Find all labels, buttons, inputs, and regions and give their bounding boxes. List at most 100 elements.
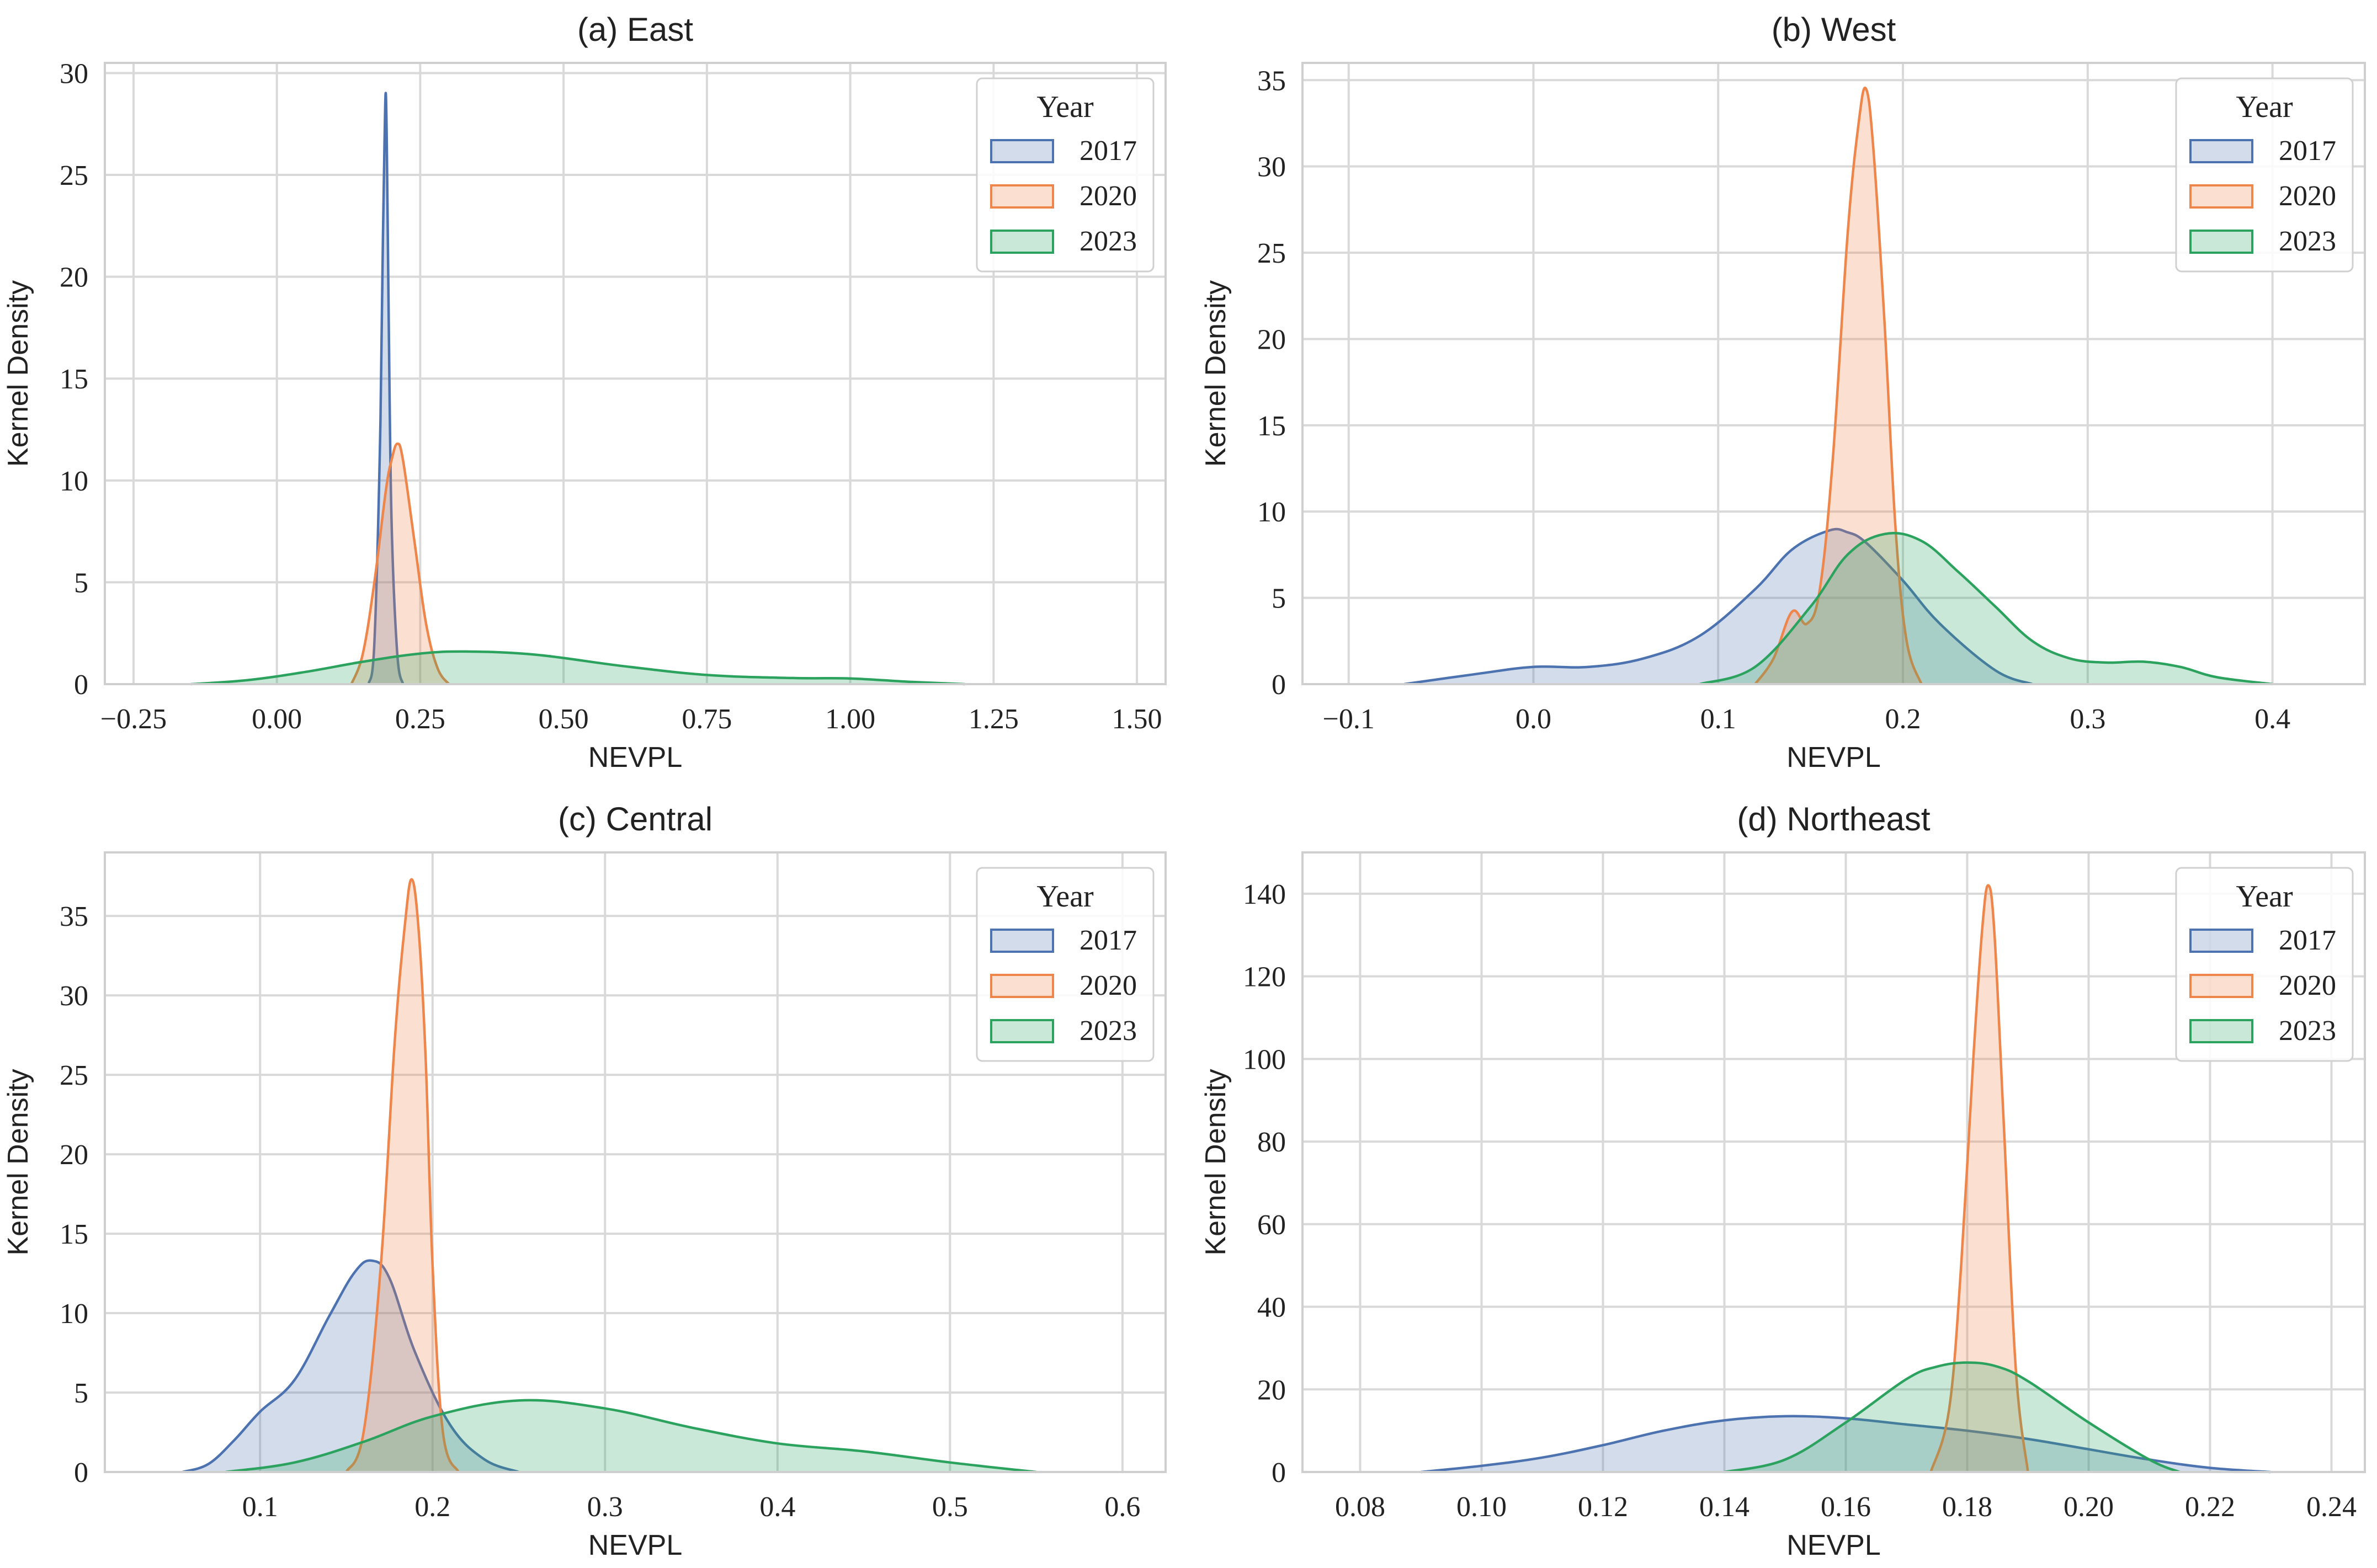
x-axis-label: NEVPL: [1786, 1529, 1881, 1561]
density-area-2020: [346, 879, 459, 1472]
legend-swatch-2020: [990, 974, 1054, 998]
legend-swatch-2017: [2189, 929, 2253, 953]
x-tick-label: 0.10: [1456, 1491, 1507, 1523]
x-tick-label: 0.16: [1821, 1491, 1871, 1523]
y-tick-label: 30: [60, 58, 88, 89]
panel-title: (b) West: [1772, 11, 1896, 48]
density-area-2017: [1404, 529, 2033, 684]
x-tick-label: 0.12: [1578, 1491, 1628, 1523]
legend-box: [976, 77, 1155, 273]
panel-title: (c) Central: [558, 801, 712, 838]
y-tick-label: 0: [74, 1457, 88, 1489]
x-tick-label: −0.1: [1323, 703, 1375, 735]
y-tick-label: 20: [1257, 1374, 1286, 1406]
y-tick-label: 30: [60, 980, 88, 1012]
y-tick-label: 60: [1257, 1209, 1286, 1241]
density-area-2023: [1724, 1362, 2180, 1472]
legend-title: Year: [1036, 90, 1094, 124]
density-line-2017: [1421, 1415, 2271, 1474]
legend-box: [976, 867, 1155, 1062]
legend-label-2023: 2023: [1080, 226, 1137, 257]
legend-swatch-2023: [990, 230, 1054, 254]
axes-frame: [104, 62, 1167, 685]
legend-box: [2175, 77, 2354, 273]
density-line-2017: [182, 1259, 519, 1474]
density-line-2023: [1699, 531, 2273, 686]
x-tick-label: 0.75: [682, 703, 732, 735]
density-line-2020: [350, 442, 450, 685]
y-tick-label: 5: [74, 1378, 88, 1409]
x-tick-label: 0.0: [1515, 703, 1551, 735]
x-axis-label: NEVPL: [588, 742, 683, 774]
density-area-2023: [190, 651, 965, 684]
legend: Year 2017 2020 2023: [2175, 867, 2354, 1062]
y-axis-label: Kernel Density: [2, 280, 34, 467]
density-line-2017: [367, 92, 405, 685]
x-tick-label: 0.24: [2306, 1491, 2357, 1523]
density-line-2023: [225, 1399, 1036, 1474]
density-area-2020: [351, 444, 449, 684]
y-tick-label: 10: [60, 1298, 88, 1330]
y-tick-label: 100: [1243, 1044, 1286, 1075]
y-axis-label: Kernel Density: [1200, 280, 1232, 467]
x-tick-label: 0.25: [395, 703, 445, 735]
y-tick-label: 15: [60, 364, 88, 395]
density-area-2017: [1421, 1416, 2271, 1472]
legend-label-2017: 2017: [2279, 925, 2336, 956]
panel-title: (a) East: [577, 11, 693, 48]
panel-a: −0.25 0.00 0.25 0.50 0.75 1.00 1.25 1.50 0 5 10 15 2…: [2, 11, 1167, 774]
density-line-2020: [345, 878, 460, 1473]
x-tick-label: 0.6: [1104, 1491, 1140, 1523]
x-tick-label: 0.1: [242, 1491, 278, 1523]
legend-label-2020: 2020: [2279, 970, 2336, 1001]
panel-d: 0.08 0.10 0.12 0.14 0.16 0.18 0.20 0.22 0.24 0 20 4…: [1200, 801, 2366, 1561]
y-tick-label: 35: [1257, 65, 1286, 97]
density-line-2020: [1929, 884, 2029, 1473]
y-tick-label: 5: [74, 567, 88, 599]
y-tick-label: 10: [60, 466, 88, 497]
y-tick-label: 20: [1257, 324, 1286, 355]
x-tick-label: 0.4: [759, 1491, 795, 1523]
x-tick-label: 0.1: [1700, 703, 1736, 735]
legend-title: Year: [2236, 879, 2293, 914]
legend-label-2020: 2020: [1080, 970, 1137, 1001]
y-tick-label: 10: [1257, 497, 1286, 528]
density-area-2017: [182, 1260, 519, 1472]
x-tick-label: 0.20: [2064, 1491, 2114, 1523]
x-axis-label: NEVPL: [1786, 742, 1881, 774]
density-line-2020: [1754, 87, 1923, 685]
legend-label-2023: 2023: [2279, 1015, 2336, 1047]
x-tick-label: 0.50: [539, 703, 589, 735]
legend-swatch-2017: [990, 139, 1054, 163]
y-tick-label: 0: [74, 669, 88, 701]
panel-c: 0.1 0.2 0.3 0.4 0.5 0.6 0 5 10 15 20 25 30 35 (c) Cent…: [2, 801, 1167, 1561]
density-line-2023: [190, 650, 965, 686]
axes-frame: [1301, 62, 2366, 685]
legend-box: [2175, 867, 2354, 1062]
x-tick-label: −0.25: [100, 703, 167, 735]
y-tick-label: 25: [60, 1060, 88, 1091]
legend-swatch-2023: [2189, 230, 2253, 254]
density-line-2017: [1403, 527, 2033, 686]
legend-title: Year: [2236, 90, 2293, 124]
legend-swatch-2020: [2189, 184, 2253, 209]
y-tick-label: 0: [1272, 1457, 1286, 1489]
x-tick-label: 1.50: [1112, 703, 1162, 735]
legend: Year 2017 2020 2023: [976, 867, 1155, 1062]
legend-label-2017: 2017: [1080, 135, 1137, 167]
density-line-2023: [1724, 1361, 2181, 1474]
legend-swatch-2017: [2189, 139, 2253, 163]
x-tick-label: 0.22: [2185, 1491, 2235, 1523]
legend-swatch-2020: [2189, 974, 2253, 998]
legend-swatch-2023: [990, 1019, 1054, 1043]
x-tick-label: 0.3: [2070, 703, 2105, 735]
density-area-2023: [1699, 533, 2273, 684]
x-tick-label: 0.4: [2254, 703, 2290, 735]
y-tick-label: 15: [60, 1219, 88, 1250]
y-tick-label: 5: [1272, 583, 1286, 615]
x-tick-label: 0.3: [587, 1491, 623, 1523]
density-area-2017: [368, 93, 403, 684]
legend-label-2017: 2017: [1080, 925, 1137, 956]
legend-swatch-2020: [990, 184, 1054, 209]
